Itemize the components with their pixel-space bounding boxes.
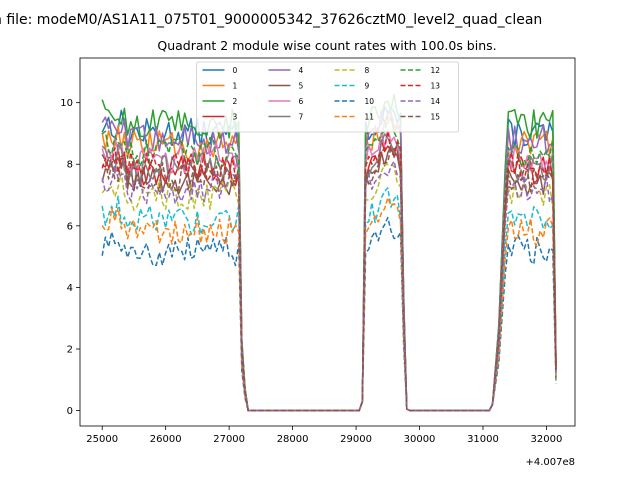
x-tick-label: 28000 (277, 434, 309, 445)
legend-label-6: 6 (299, 97, 304, 106)
legend-label-11: 11 (365, 113, 375, 122)
legend-label-12: 12 (431, 66, 441, 75)
y-tick-label: 0 (67, 406, 73, 417)
legend-label-8: 8 (365, 66, 370, 75)
chart-suptitle: n file: modeM0/AS1A11_075T01_9000005342_… (0, 12, 542, 28)
x-tick-label: 26000 (150, 434, 182, 445)
legend-label-3: 3 (233, 113, 238, 122)
y-tick-label: 6 (67, 221, 73, 232)
x-tick-label: 29000 (340, 434, 372, 445)
chart-title: Quadrant 2 module wise count rates with … (157, 38, 496, 53)
plot-frame (79, 57, 576, 427)
x-tick-label: 32000 (531, 434, 563, 445)
series-layer (101, 93, 557, 412)
legend-label-7: 7 (299, 113, 304, 122)
legend-label-15: 15 (431, 113, 441, 122)
x-tick-label: 31000 (467, 434, 499, 445)
legend-label-1: 1 (233, 82, 238, 91)
legend-label-0: 0 (233, 66, 238, 75)
legend-label-10: 10 (365, 97, 375, 106)
x-axis: 25000 26000 27000 28000 29000 30000 31000 32000 (86, 426, 562, 445)
y-tick-label: 10 (60, 98, 73, 109)
legend-box (196, 61, 459, 133)
legend-label-14: 14 (431, 97, 441, 106)
series-line-15 (101, 146, 557, 412)
y-tick-label: 8 (67, 160, 73, 171)
y-tick-label: 2 (67, 345, 73, 356)
y-axis: 0 2 4 6 8 10 (60, 98, 80, 417)
x-tick-label: 25000 (86, 434, 118, 445)
legend-label-2: 2 (233, 97, 238, 106)
x-axis-offset-label: +4.007e8 (525, 457, 575, 468)
legend-label-13: 13 (431, 82, 441, 91)
x-tick-label: 27000 (213, 434, 245, 445)
x-tick-label: 30000 (404, 434, 436, 445)
y-tick-label: 4 (67, 283, 73, 294)
legend-label-4: 4 (299, 66, 304, 75)
legend-label-9: 9 (365, 82, 370, 91)
legend-label-5: 5 (299, 82, 304, 91)
